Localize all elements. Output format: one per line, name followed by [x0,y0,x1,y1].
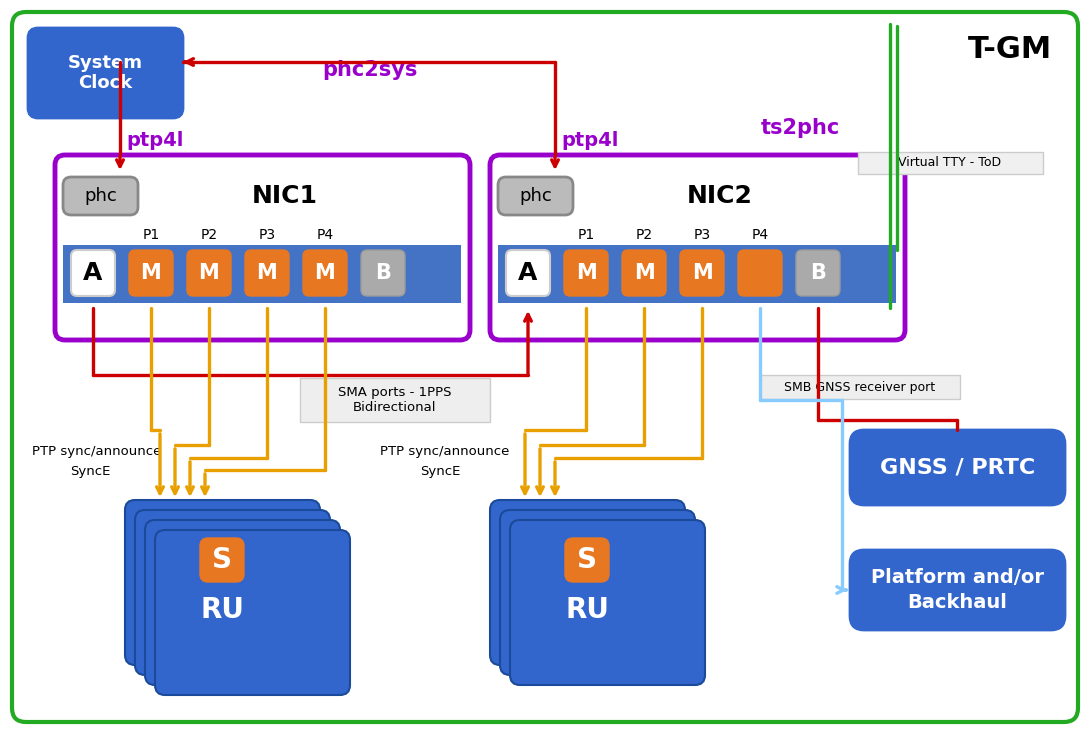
Text: P2: P2 [636,228,653,242]
FancyBboxPatch shape [12,12,1078,722]
Text: SyncE: SyncE [70,465,110,479]
Text: S: S [577,546,597,574]
Text: ts2phc: ts2phc [760,118,840,138]
Text: RU: RU [565,596,609,624]
Text: B: B [810,263,826,283]
FancyBboxPatch shape [490,155,905,340]
Bar [300,378,490,422]
FancyBboxPatch shape [63,177,138,215]
Text: M: M [691,263,712,283]
FancyBboxPatch shape [187,250,232,296]
FancyBboxPatch shape [129,250,173,296]
Bar [858,152,1043,174]
Text: phc2sys: phc2sys [322,60,417,80]
Text: System
Clock: System Clock [68,54,143,92]
FancyBboxPatch shape [490,500,685,665]
FancyBboxPatch shape [738,250,782,296]
Bar [63,245,461,303]
Text: P4: P4 [751,228,769,242]
FancyBboxPatch shape [55,155,470,340]
Text: M: M [314,263,335,283]
FancyBboxPatch shape [200,538,244,582]
Text: GNSS / PRTC: GNSS / PRTC [880,457,1035,478]
FancyBboxPatch shape [124,500,320,665]
Text: Platform and/or
Backhaul: Platform and/or Backhaul [871,568,1044,612]
FancyBboxPatch shape [510,520,705,685]
FancyBboxPatch shape [245,250,289,296]
Text: B: B [375,263,391,283]
Text: Virtual TTY - ToD: Virtual TTY - ToD [899,156,1001,170]
FancyBboxPatch shape [565,538,609,582]
FancyBboxPatch shape [680,250,724,296]
FancyBboxPatch shape [71,250,115,296]
Text: PTP sync/announce: PTP sync/announce [380,446,509,459]
FancyBboxPatch shape [302,250,347,296]
FancyBboxPatch shape [506,250,550,296]
Text: NIC1: NIC1 [252,184,318,208]
Text: phc: phc [520,187,553,205]
FancyBboxPatch shape [361,250,405,296]
FancyBboxPatch shape [155,530,351,695]
Bar [498,245,897,303]
Text: P4: P4 [317,228,333,242]
Text: P1: P1 [142,228,159,242]
Text: NIC2: NIC2 [687,184,753,208]
Text: phc: phc [84,187,117,205]
Text: M: M [199,263,219,283]
Text: SyncE: SyncE [420,465,461,479]
FancyBboxPatch shape [622,250,666,296]
Text: SMB GNSS receiver port: SMB GNSS receiver port [784,380,936,393]
Text: A: A [83,261,103,285]
Bar [760,375,960,399]
FancyBboxPatch shape [28,28,183,118]
FancyBboxPatch shape [850,430,1065,505]
Text: SMA ports - 1PPS
Bidirectional: SMA ports - 1PPS Bidirectional [339,386,452,414]
Text: M: M [257,263,277,283]
Text: ptp4l: ptp4l [127,131,183,150]
FancyBboxPatch shape [796,250,840,296]
Text: M: M [141,263,162,283]
Text: P3: P3 [259,228,275,242]
Text: M: M [575,263,596,283]
FancyBboxPatch shape [145,520,340,685]
FancyBboxPatch shape [563,250,608,296]
Text: P3: P3 [693,228,711,242]
Text: RU: RU [200,596,244,624]
Text: P1: P1 [578,228,595,242]
Text: P2: P2 [201,228,217,242]
Text: T-GM: T-GM [968,35,1052,64]
Text: A: A [519,261,537,285]
Text: M: M [633,263,654,283]
FancyBboxPatch shape [135,510,330,675]
Text: PTP sync/announce: PTP sync/announce [32,446,162,459]
FancyBboxPatch shape [498,177,573,215]
Text: ptp4l: ptp4l [561,131,619,150]
FancyBboxPatch shape [500,510,695,675]
Text: S: S [212,546,232,574]
FancyBboxPatch shape [850,550,1065,630]
